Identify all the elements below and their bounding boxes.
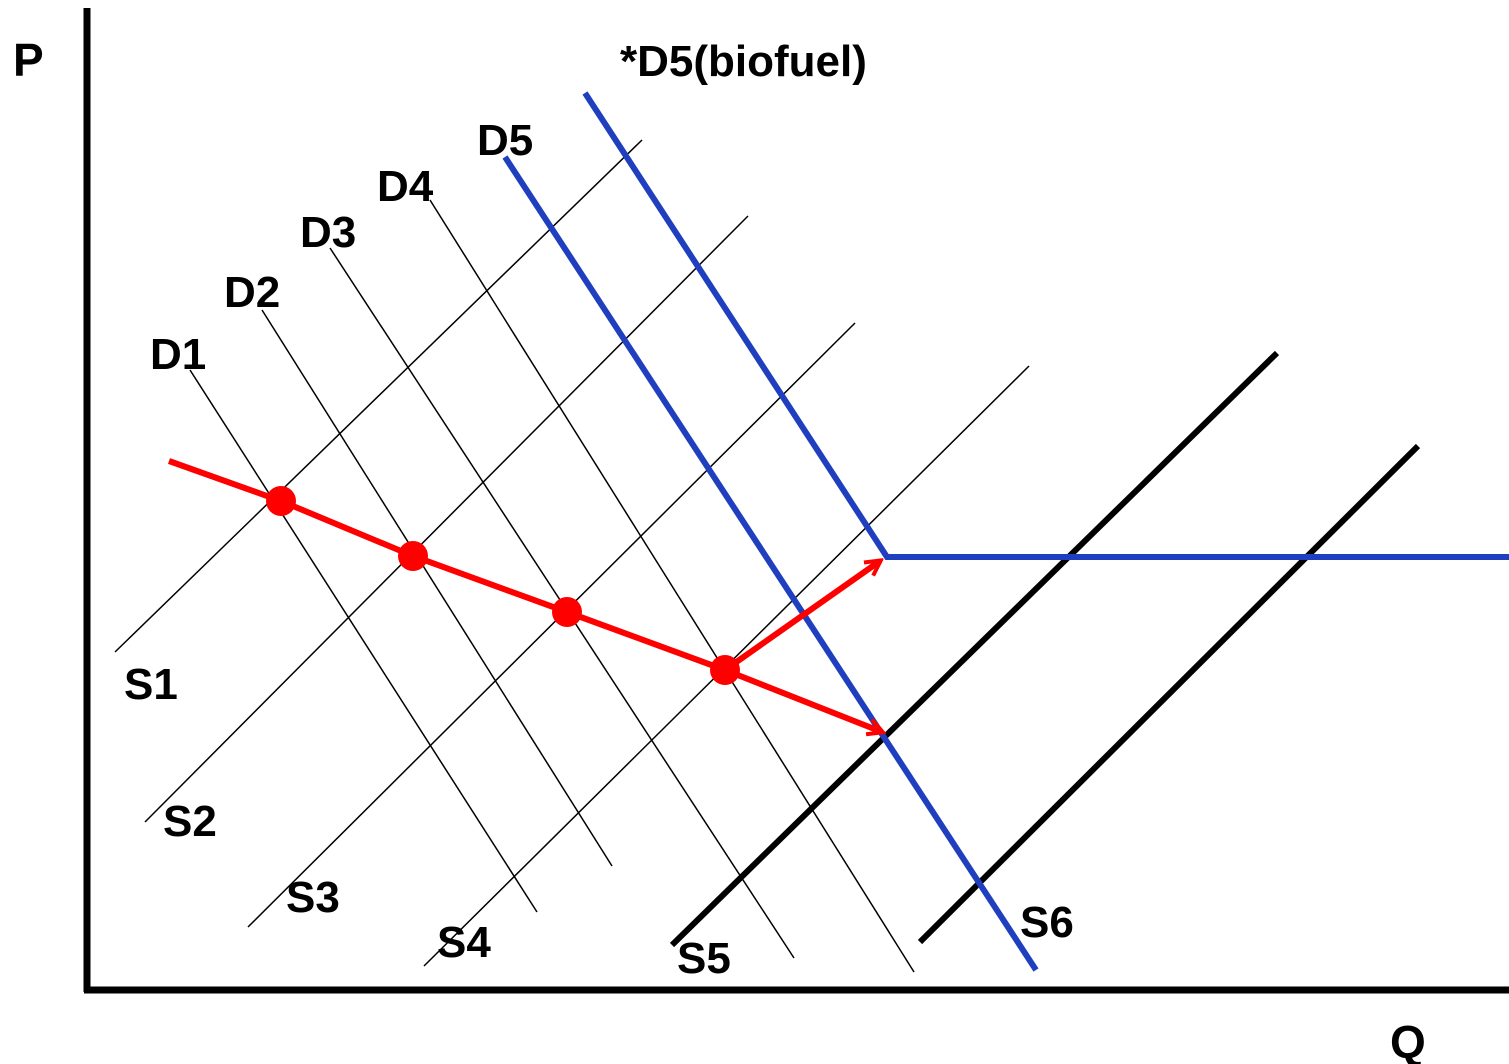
- demand-curve-d2: [261, 309, 613, 867]
- x-axis-label: Q: [1390, 1016, 1426, 1064]
- supply-label-s4: S4: [437, 918, 491, 967]
- demand-curves: [189, 199, 915, 973]
- supply-curves-thin: [114, 139, 1030, 967]
- demand-label-d4: D4: [377, 162, 434, 211]
- equilibrium-points: [266, 486, 740, 685]
- arrow-to-d5: [723, 667, 882, 732]
- supply-curve-s3: [247, 322, 856, 928]
- supply-curves-thick: [669, 350, 1421, 948]
- equilibrium-path-line: [167, 458, 727, 673]
- equilibrium-point: [398, 541, 428, 571]
- demand-label-d5: D5: [477, 116, 533, 165]
- supply-label-s2: S2: [163, 797, 217, 846]
- y-axis-label: P: [13, 34, 44, 86]
- demand-label-d1: D1: [150, 330, 206, 379]
- supply-curve-s2: [144, 215, 749, 823]
- supply-curve-s5: [669, 350, 1280, 948]
- equilibrium-point: [710, 655, 740, 685]
- demand-curve-d5: [502, 155, 1039, 972]
- supply-label-s3: S3: [286, 873, 340, 922]
- supply-label-s1: S1: [124, 660, 178, 709]
- arrow-to-d5-biofuel: [723, 561, 880, 673]
- equilibrium-point: [266, 486, 296, 516]
- demand-curve-d4: [429, 199, 915, 973]
- supply-curve-s1: [114, 139, 643, 653]
- equilibrium-point: [552, 597, 582, 627]
- demand-label-d3: D3: [300, 208, 356, 257]
- supply-label-s6: S6: [1020, 898, 1074, 947]
- supply-curve-s6: [917, 443, 1421, 945]
- biofuel-demand-curves: [502, 91, 1509, 972]
- supply-label-s5: S5: [677, 934, 731, 983]
- demand-curve-d5-biofuel: [582, 91, 1509, 560]
- demand-curve-d1: [189, 369, 538, 913]
- biofuel-annotation: *D5(biofuel): [620, 37, 867, 86]
- demand-label-d2: D2: [224, 268, 280, 317]
